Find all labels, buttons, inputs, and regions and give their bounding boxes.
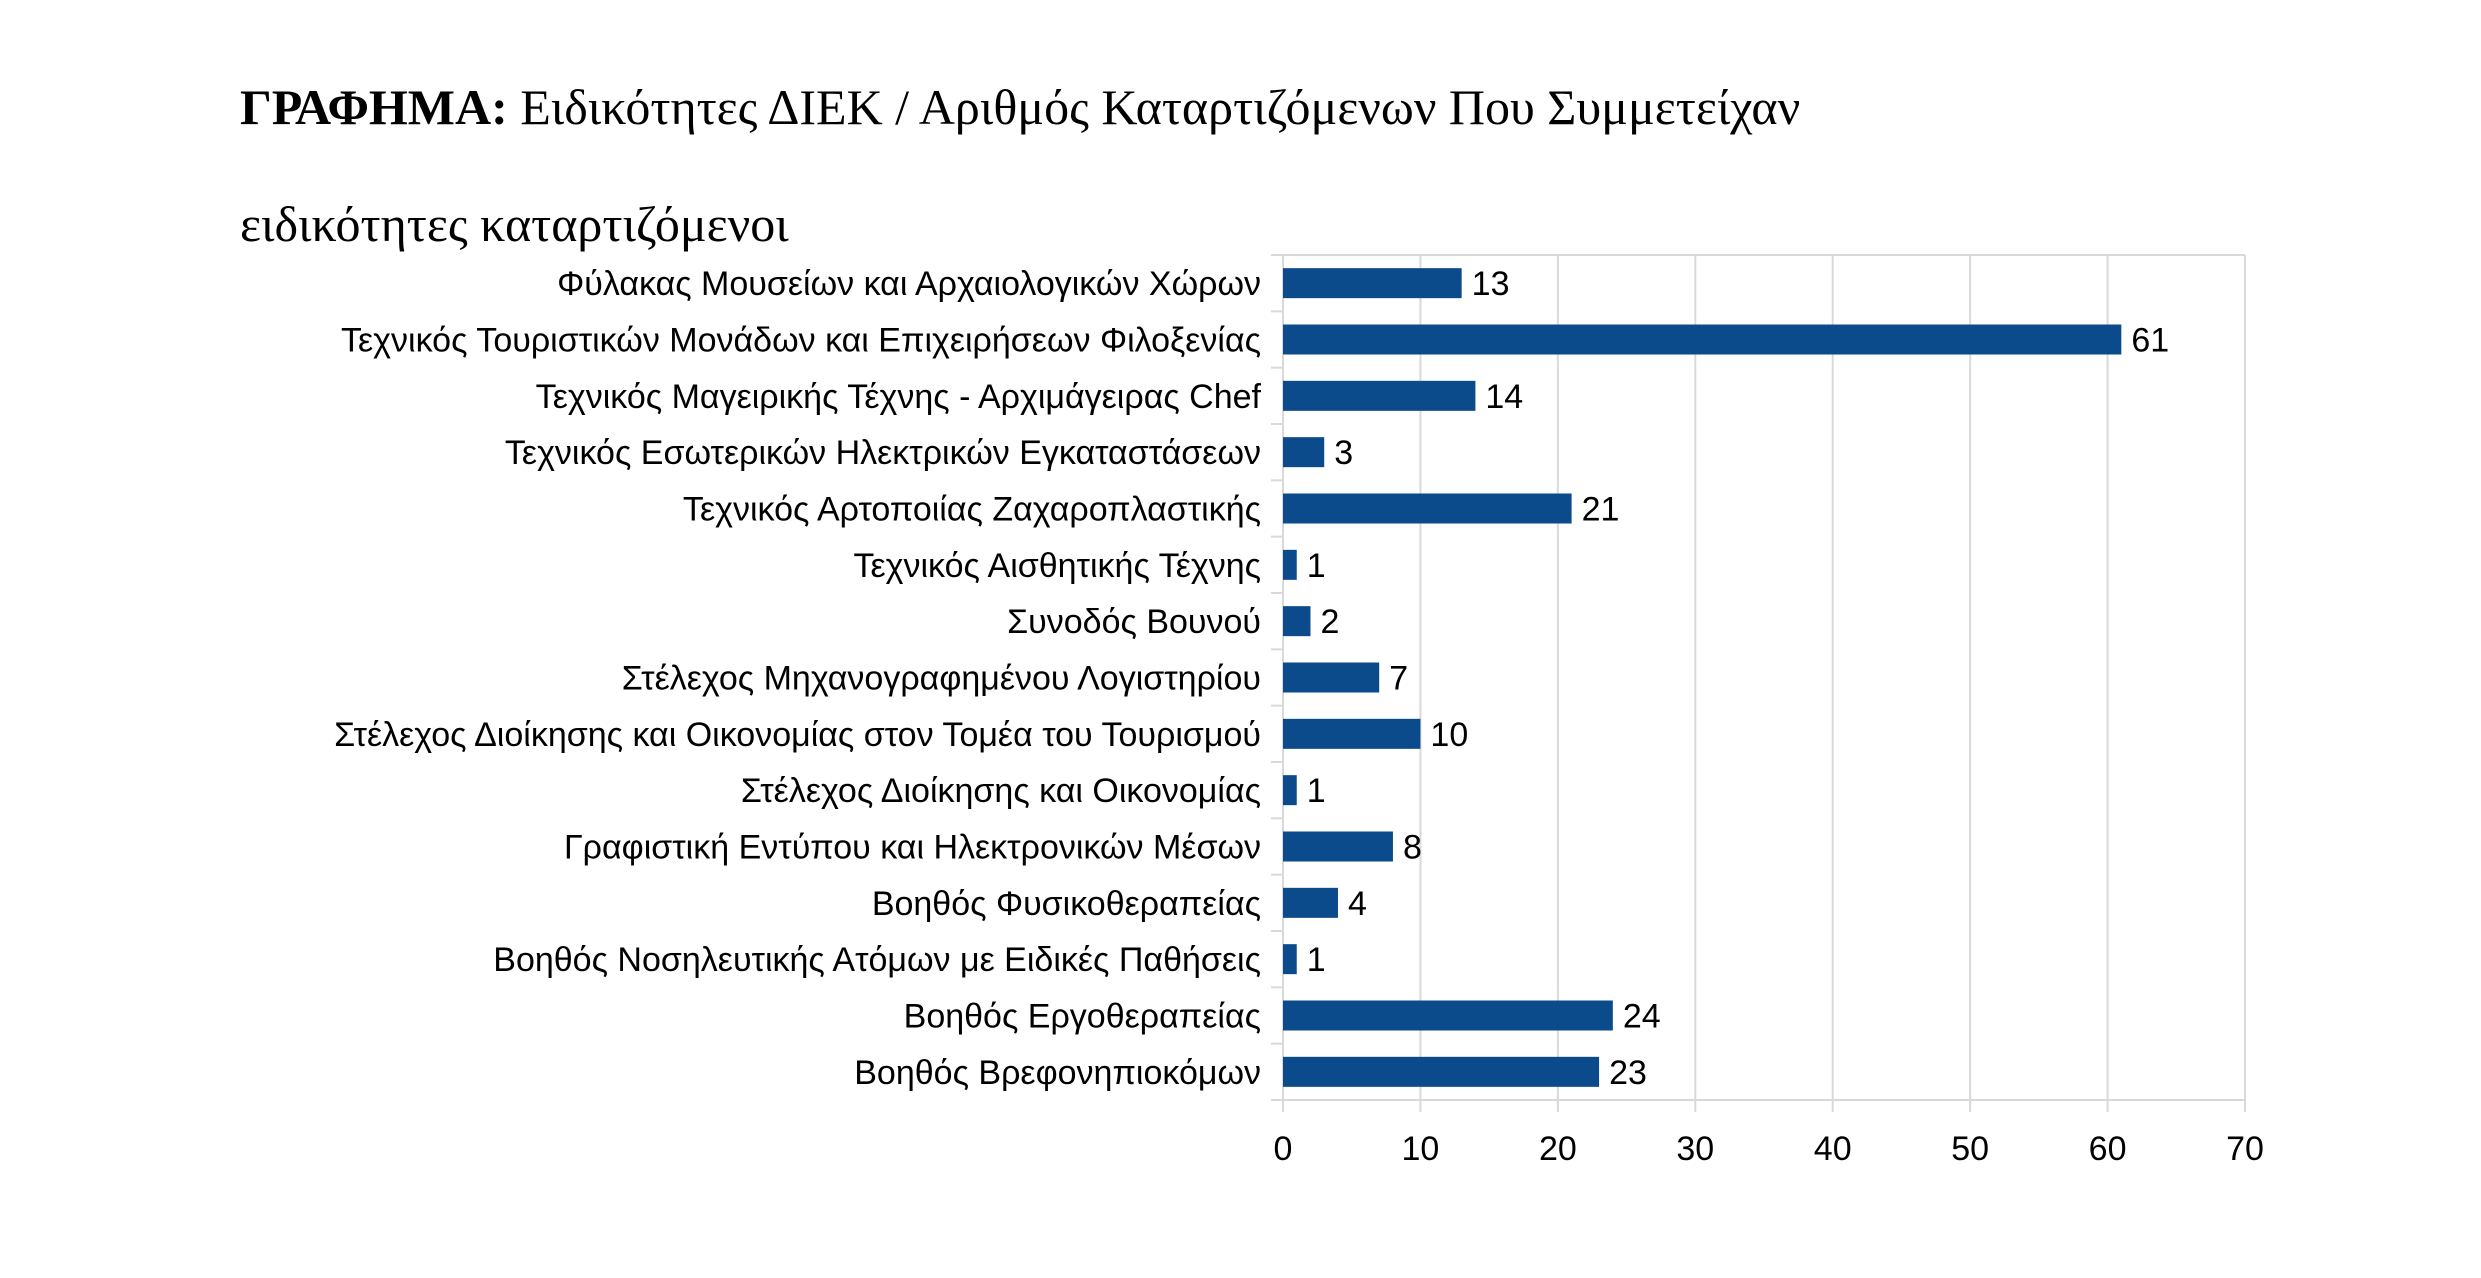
data-label: 23 [1609,1054,1647,1092]
page-title-text: Ειδικότητες ΔΙΕΚ / Αριθμός Καταρτιζόμενω… [507,79,1801,135]
category-label: Στέλεχος Μηχανογραφημένου Λογιστηρίου [622,660,1261,698]
bar [1283,944,1297,975]
chart-heading: ειδικότητες καταρτιζόμενοι [240,196,789,252]
bar [1283,1000,1613,1031]
x-tick-label: 20 [1539,1130,1577,1168]
category-label: Βοηθός Νοσηλευτικής Ατόμων με Ειδικές Πα… [493,941,1261,979]
category-label: Τεχνικός Τουριστικών Μονάδων και Επιχειρ… [341,322,1261,360]
x-tick-label: 60 [2089,1130,2127,1168]
bar [1283,549,1297,580]
category-label: Συνοδός Βουνού [1007,603,1261,641]
bar [1283,606,1311,637]
data-label: 24 [1623,998,1661,1036]
bar [1283,662,1380,693]
bar [1283,1056,1600,1087]
bar [1283,831,1393,862]
data-label: 1 [1307,772,1326,810]
x-tick-label: 50 [1951,1130,1989,1168]
x-tick-label: 10 [1402,1130,1440,1168]
bar [1283,380,1476,411]
bar [1283,493,1572,524]
data-label: 1 [1307,547,1326,585]
x-tick-label: 30 [1676,1130,1714,1168]
data-label: 8 [1403,829,1422,867]
x-tick-label: 70 [2226,1130,2264,1168]
category-label: Βοηθός Εργοθεραπείας [904,998,1261,1036]
data-label: 10 [1430,716,1468,754]
page-title-prefix: ΓΡΑΦΗΜΑ: [240,79,508,135]
data-label: 13 [1472,265,1510,303]
bar [1283,437,1325,468]
data-label: 21 [1582,491,1620,529]
x-tick-label: 0 [1274,1130,1293,1168]
data-label: 14 [1485,378,1523,416]
category-label: Στέλεχος Διοίκησης και Οικονομίας στον Τ… [334,716,1261,754]
data-label: 3 [1334,434,1353,472]
x-tick-label: 40 [1814,1130,1852,1168]
category-label: Βοηθός Βρεφονηπιοκόμων [854,1054,1261,1092]
category-label: Στέλεχος Διοίκησης και Οικονομίας [741,772,1261,810]
bar [1283,324,2122,355]
data-label: 2 [1320,603,1339,641]
data-label: 61 [2131,322,2169,360]
data-label: 1 [1307,941,1326,979]
data-label: 4 [1348,885,1367,923]
category-label: Γραφιστική Εντύπου και Ηλεκτρονικών Μέσω… [564,829,1261,867]
data-label: 7 [1389,660,1408,698]
bar [1283,887,1338,918]
category-label: Βοηθός Φυσικοθεραπείας [872,885,1261,923]
category-label: Τεχνικός Αρτοποιίας Ζαχαροπλαστικής [683,491,1261,529]
category-label: Τεχνικός Αισθητικής Τέχνης [853,547,1261,585]
page-title: ΓΡΑΦΗΜΑ: Ειδικότητες ΔΙΕΚ / Αριθμός Κατα… [240,78,1800,136]
category-label: Τεχνικός Εσωτερικών Ηλεκτρικών Εγκαταστά… [505,434,1261,472]
category-label: Τεχνικός Μαγειρικής Τέχνης - Αρχιμάγειρα… [536,378,1262,416]
category-label: Φύλακας Μουσείων και Αρχαιολογικών Χώρων [557,265,1261,303]
bar [1283,775,1297,806]
bar [1283,718,1421,749]
bar [1283,268,1462,299]
